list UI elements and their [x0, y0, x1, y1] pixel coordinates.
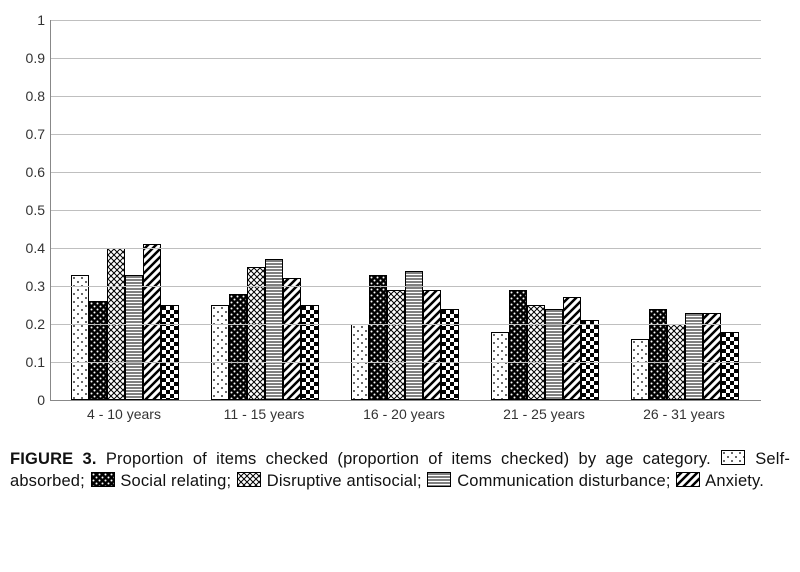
bar-other	[581, 320, 599, 400]
ytick-label: 0.9	[15, 50, 45, 66]
bar-communication-disturbance	[545, 309, 563, 400]
gridline	[51, 20, 761, 21]
ytick-label: 0.7	[15, 126, 45, 142]
bar-self-absorbed	[631, 339, 649, 400]
gridline	[51, 96, 761, 97]
legend-swatch-hstripe	[427, 472, 451, 487]
bar-social-relating	[89, 301, 107, 400]
bar-social-relating	[509, 290, 527, 400]
bar-disruptive-antisocial	[387, 290, 405, 400]
ytick-label: 1	[15, 12, 45, 28]
gridline	[51, 210, 761, 211]
bar-anxiety	[563, 297, 581, 400]
gridline	[51, 324, 761, 325]
bar-social-relating	[649, 309, 667, 400]
ytick-label: 0.3	[15, 278, 45, 294]
figure-label: FIGURE 3.	[10, 450, 97, 468]
bar-communication-disturbance	[685, 313, 703, 400]
legend-swatch-dots-sparse	[721, 450, 745, 465]
bar-communication-disturbance	[265, 259, 283, 400]
bar-other	[721, 332, 739, 400]
gridline	[51, 248, 761, 249]
bar-anxiety	[143, 244, 161, 400]
ytick-label: 0.1	[15, 354, 45, 370]
xtick-label: 21 - 25 years	[503, 406, 585, 422]
xtick-label: 16 - 20 years	[363, 406, 445, 422]
ytick-label: 0.6	[15, 164, 45, 180]
bar-social-relating	[369, 275, 387, 400]
ytick-label: 0.2	[15, 316, 45, 332]
ytick-label: 0.5	[15, 202, 45, 218]
ytick-label: 0.4	[15, 240, 45, 256]
bar-anxiety	[283, 278, 301, 400]
bar-self-absorbed	[211, 305, 229, 400]
ytick-label: 0	[15, 392, 45, 408]
gridline	[51, 362, 761, 363]
legend-swatch-diag-thick	[676, 472, 700, 487]
bar-anxiety	[703, 313, 721, 400]
legend-swatch-crosshatch	[237, 472, 261, 487]
gridline	[51, 172, 761, 173]
bar-self-absorbed	[71, 275, 89, 400]
xtick-label: 26 - 31 years	[643, 406, 725, 422]
bar-other	[441, 309, 459, 400]
ytick-label: 0.8	[15, 88, 45, 104]
chart-container: 0 0.1 0.2 0.3 0.4 0.5 0.6 0.7 0.8 0.9 1 4 - 10 yea…	[10, 10, 770, 440]
xtick-label: 11 - 15 years	[224, 406, 305, 422]
plot-area	[50, 20, 761, 401]
gridline	[51, 134, 761, 135]
bar-other	[301, 305, 319, 400]
bar-disruptive-antisocial	[527, 305, 545, 400]
figure-caption: FIGURE 3. Proportion of items checked (p…	[10, 448, 790, 493]
bar-anxiety	[423, 290, 441, 400]
legend-swatch-dots-dense	[91, 472, 115, 487]
gridline	[51, 286, 761, 287]
bar-communication-disturbance	[405, 271, 423, 400]
xtick-label: 4 - 10 years	[87, 406, 161, 422]
bar-communication-disturbance	[125, 275, 143, 400]
bar-self-absorbed	[491, 332, 509, 400]
bar-other	[161, 305, 179, 400]
gridline	[51, 58, 761, 59]
bar-social-relating	[229, 294, 247, 400]
